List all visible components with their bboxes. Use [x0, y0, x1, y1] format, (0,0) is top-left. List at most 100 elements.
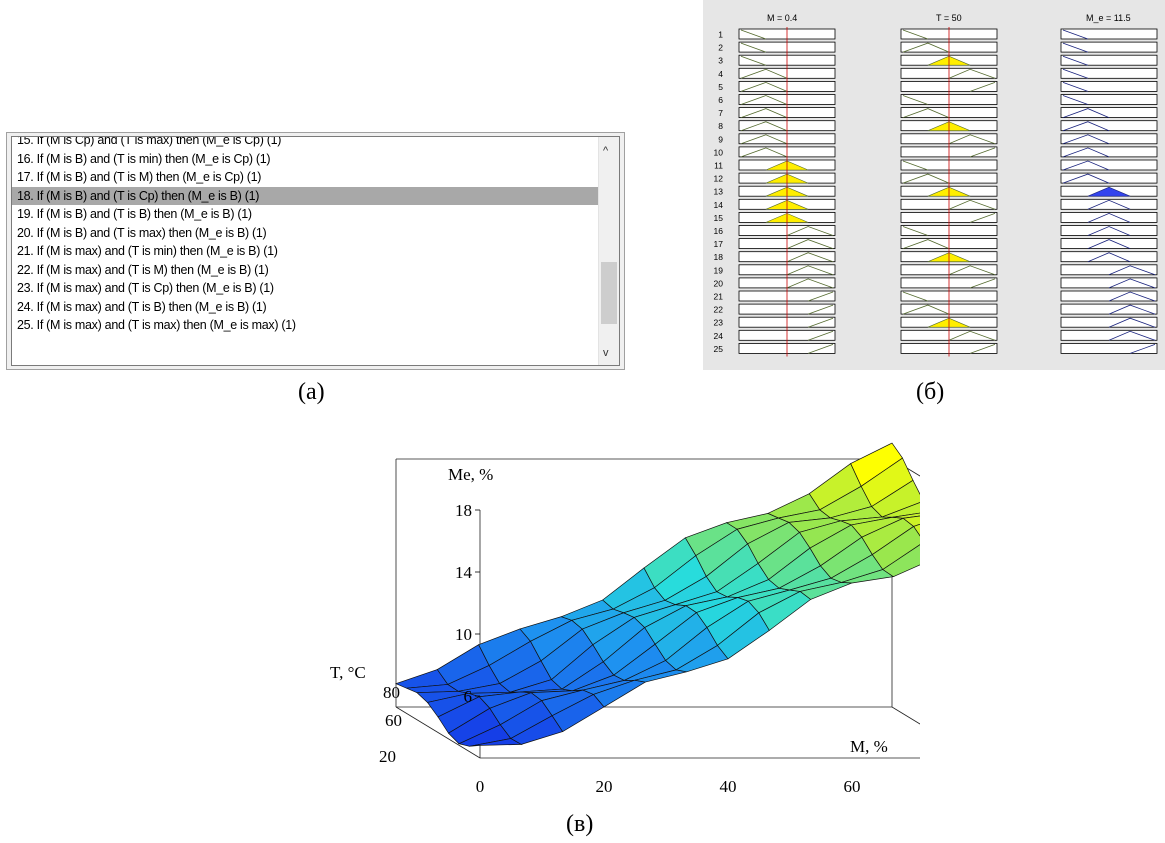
- rule-item[interactable]: 16. If (M is B) and (T is min) then (M_e…: [17, 151, 271, 166]
- membership-function: [786, 252, 834, 263]
- t-tick-label: 20: [379, 747, 396, 766]
- mf-box: [1060, 107, 1158, 118]
- viewer-rule-number: 16: [714, 226, 724, 236]
- mf-box: [1060, 146, 1158, 158]
- membership-function: [1108, 330, 1156, 341]
- viewer-rule-number: 22: [714, 305, 724, 315]
- viewer-rule-number: 17: [714, 239, 724, 249]
- viewer-header: T = 50: [936, 13, 962, 23]
- membership-function: [740, 108, 788, 118]
- m-tick-label: 0: [476, 777, 485, 796]
- mf-box: [1060, 251, 1158, 263]
- viewer-rule-number: 8: [718, 121, 723, 131]
- membership-function: [1087, 226, 1131, 236]
- viewer-rule-number: 2: [718, 43, 723, 53]
- scroll-up-icon[interactable]: ^: [603, 145, 609, 157]
- scroll-thumb[interactable]: [601, 262, 617, 324]
- membership-function: [948, 265, 996, 276]
- membership-function: [1108, 291, 1156, 302]
- membership-function: [902, 160, 929, 171]
- membership-function: [740, 29, 767, 40]
- m-tick-label: 20: [596, 777, 613, 796]
- viewer-rule-number: 18: [714, 252, 724, 262]
- viewer-rule-number: 9: [718, 134, 723, 144]
- viewer-rule-number: 6: [718, 95, 723, 105]
- viewer-rule-number: 20: [714, 278, 724, 288]
- membership-function: [1062, 29, 1089, 40]
- mf-box: [1060, 264, 1158, 276]
- rule-viewer-panel: M = 0.4 T = 50 M_e = 11.5 1 2 3 4 5 6 7 8 9 10 11 12 13…: [703, 0, 1165, 370]
- membership-function: [902, 226, 929, 236]
- scrollbar[interactable]: ^ v: [598, 137, 619, 365]
- membership-function: [948, 134, 996, 145]
- viewer-rule-number: 12: [714, 174, 724, 184]
- membership-function: [902, 29, 929, 40]
- mf-box: [1060, 290, 1158, 302]
- mf-box: [1060, 329, 1158, 341]
- scroll-down-icon[interactable]: v: [603, 347, 609, 359]
- membership-function: [1062, 95, 1089, 105]
- rule-item[interactable]: 25. If (M is max) and (T is max) then (M…: [17, 318, 296, 332]
- membership-function: [1087, 199, 1131, 210]
- membership-function: [740, 68, 788, 79]
- membership-function: [1087, 252, 1131, 263]
- mf-box: [1060, 172, 1158, 184]
- viewer-rule-number: 4: [718, 69, 723, 79]
- membership-function: [948, 68, 996, 79]
- mf-box: [1060, 277, 1158, 289]
- viewer-header: M_e = 11.5: [1086, 13, 1131, 23]
- membership-function: [807, 317, 834, 328]
- membership-function: [902, 95, 929, 105]
- rule-item[interactable]: 20. If (M is B) and (T is max) then (M_e…: [17, 225, 267, 240]
- rule-list[interactable]: 15. If (M is Cp) and (T is max) then (M_…: [11, 136, 620, 366]
- membership-function: [740, 42, 767, 53]
- membership-function: [807, 344, 834, 354]
- viewer-rule-number: 7: [718, 108, 723, 118]
- mf-box: [1060, 198, 1158, 210]
- membership-function: [902, 42, 950, 53]
- rule-item[interactable]: 22. If (M is max) and (T is M) then (M_e…: [17, 262, 269, 277]
- mf-box: [1060, 133, 1158, 145]
- membership-function: [1108, 265, 1156, 276]
- membership-function: [786, 239, 834, 249]
- viewer-rule-number: 3: [718, 56, 723, 66]
- m-tick-label: 60: [844, 777, 861, 796]
- viewer-rule-number: 11: [714, 161, 723, 171]
- membership-function: [948, 199, 996, 210]
- rule-item[interactable]: 15. If (M is Cp) and (T is max) then (M_…: [17, 136, 282, 147]
- rule-item[interactable]: 23. If (M is max) and (T is Cp) then (M_…: [17, 281, 274, 295]
- rule-item[interactable]: 21. If (M is max) and (T is min) then (M…: [17, 244, 278, 258]
- membership-function: [902, 173, 950, 184]
- plot-box-edge: [395, 706, 481, 759]
- z-axis-label: Me, %: [448, 465, 493, 484]
- surface-panel: 1814106020406080806020Me, %T, °CM, %: [300, 440, 920, 810]
- surface-plot-svg: 1814106020406080806020Me, %T, °CM, %: [330, 442, 920, 796]
- membership-function: [1062, 68, 1089, 79]
- viewer-rule-number: 14: [714, 200, 724, 210]
- rule-item[interactable]: 19. If (M is B) and (T is B) then (M_e i…: [17, 207, 252, 221]
- membership-function: [786, 226, 834, 236]
- viewer-rule-number: 19: [714, 265, 724, 275]
- membership-function: [969, 344, 996, 354]
- z-tick-label: 18: [455, 501, 472, 520]
- membership-function: [807, 304, 834, 315]
- mf-box: [1060, 238, 1158, 250]
- membership-function: [740, 55, 767, 66]
- rule-item[interactable]: 18. If (M is B) and (T is Cp) then (M_e …: [12, 186, 598, 205]
- membership-function: [1108, 278, 1156, 289]
- membership-function: [1062, 160, 1110, 171]
- membership-function: [902, 304, 950, 315]
- mf-box: [1060, 303, 1158, 315]
- fired-membership-area: [1087, 186, 1131, 197]
- m-axis-label: M, %: [850, 737, 888, 756]
- viewer-rule-number: 15: [714, 213, 724, 223]
- rule-item[interactable]: 24. If (M is max) and (T is B) then (M_e…: [17, 299, 267, 314]
- mf-box: [1060, 41, 1158, 53]
- mf-box: [1060, 316, 1158, 328]
- rule-item[interactable]: 17. If (M is B) and (T is M) then (M_e i…: [17, 170, 262, 184]
- mf-box: [1060, 28, 1158, 40]
- mf-box: [1060, 225, 1158, 236]
- z-tick-label: 10: [455, 625, 472, 644]
- mf-box: [1060, 67, 1158, 79]
- membership-function: [786, 278, 834, 289]
